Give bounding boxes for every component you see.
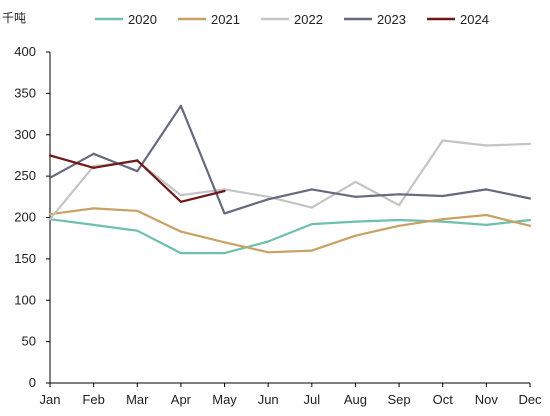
data-point-2021-Jun — [267, 251, 270, 254]
x-axis: Jan Feb Mar Apr May Jun Jul Aug Sep Oct Nov Dec — [40, 382, 542, 407]
series-line-2020 — [49, 218, 531, 255]
data-point-2022-Jul — [310, 206, 313, 209]
data-point-2021-Feb — [92, 207, 95, 210]
data-point-2023-Jun — [267, 198, 270, 201]
data-point-2024-Jan — [48, 154, 52, 157]
legend: 2020 2021 2022 2023 2024 — [95, 12, 489, 27]
data-point-2020-Apr — [179, 251, 183, 255]
data-point-2021-Oct — [441, 218, 444, 221]
data-point-2021-Nov — [485, 213, 488, 217]
x-tick-label: Dec — [518, 392, 542, 407]
x-tick-label: Nov — [475, 392, 499, 407]
data-point-2021-Jul — [310, 249, 313, 252]
legend-label-2024: 2024 — [460, 12, 489, 27]
y-axis: 0 50 100 150 200 250 300 350 400 — [14, 44, 51, 390]
legend-label-2023: 2023 — [377, 12, 406, 27]
y-tick-label: 250 — [14, 168, 36, 183]
x-tick-label: Sep — [388, 392, 411, 407]
x-tick-label: Jul — [304, 392, 321, 407]
y-tick-label: 100 — [14, 292, 36, 307]
data-point-2023-Oct — [441, 194, 444, 198]
data-point-2021-Aug — [354, 234, 357, 237]
y-tick-label: 400 — [14, 44, 36, 59]
data-point-2022-Jun — [267, 195, 270, 198]
data-point-2022-Jan — [48, 218, 52, 221]
data-point-2020-Aug — [354, 220, 357, 223]
data-point-2021-Jan — [48, 213, 52, 216]
data-point-2021-Mar — [136, 209, 139, 212]
data-point-2021-Apr — [179, 230, 183, 233]
legend-label-2020: 2020 — [128, 12, 157, 27]
data-point-2023-Apr — [179, 104, 183, 107]
series-line-2023 — [49, 104, 531, 215]
data-point-2023-May — [223, 212, 226, 215]
y-tick-label: 200 — [14, 210, 36, 225]
data-point-2020-Oct — [441, 220, 444, 223]
data-point-2022-Apr — [179, 194, 183, 197]
data-point-2023-Jan — [48, 176, 52, 179]
data-point-2023-Sep — [397, 193, 401, 196]
data-point-2020-May — [223, 251, 226, 255]
data-point-2023-Nov — [485, 188, 488, 191]
x-tick-label: Aug — [344, 392, 367, 407]
x-tick-label: Mar — [126, 392, 149, 407]
x-tick-label: Apr — [171, 392, 192, 407]
series-layer — [48, 104, 532, 255]
data-point-2021-Sep — [397, 224, 401, 227]
legend-label-2022: 2022 — [294, 12, 323, 27]
y-tick-label: 150 — [14, 251, 36, 266]
data-point-2020-Sep — [397, 218, 401, 222]
data-point-2023-Jul — [310, 188, 313, 191]
data-point-2022-Oct — [441, 139, 444, 142]
x-tick-label: Jan — [40, 392, 61, 407]
x-tick-label: Jun — [258, 392, 279, 407]
series-line-2021 — [49, 207, 531, 254]
data-point-2024-Apr — [179, 200, 183, 203]
data-point-2021-Dec — [528, 224, 532, 227]
data-point-2020-Nov — [485, 223, 488, 227]
data-point-2022-May — [223, 188, 226, 191]
x-tick-label: May — [212, 392, 237, 407]
y-tick-label: 350 — [14, 85, 36, 100]
data-point-2022-Dec — [528, 142, 532, 145]
series-line-2022 — [49, 139, 531, 220]
data-point-2024-May — [223, 189, 226, 193]
data-point-2020-Mar — [136, 229, 139, 232]
data-point-2020-Jun — [267, 240, 270, 243]
data-point-2023-Dec — [528, 197, 532, 200]
data-point-2022-Sep — [397, 203, 401, 207]
data-point-2023-Feb — [92, 152, 95, 155]
data-point-2023-Mar — [136, 170, 139, 173]
data-point-2024-Feb — [92, 166, 95, 169]
x-tick-label: Feb — [82, 392, 104, 407]
y-tick-label: 50 — [22, 334, 36, 349]
data-point-2020-Jul — [310, 223, 313, 226]
data-point-2022-Aug — [354, 180, 357, 184]
data-point-2021-May — [223, 241, 226, 244]
data-point-2023-Aug — [354, 195, 357, 198]
data-point-2024-Mar — [136, 159, 139, 162]
x-tick-label: Oct — [433, 392, 454, 407]
data-point-2022-Nov — [485, 144, 488, 147]
legend-label-2021: 2021 — [211, 12, 240, 27]
data-point-2020-Feb — [92, 223, 95, 227]
data-point-2020-Dec — [528, 218, 532, 222]
y-tick-label: 300 — [14, 127, 36, 142]
y-axis-unit-label: 千吨 — [2, 11, 26, 25]
y-tick-label: 0 — [29, 375, 36, 390]
